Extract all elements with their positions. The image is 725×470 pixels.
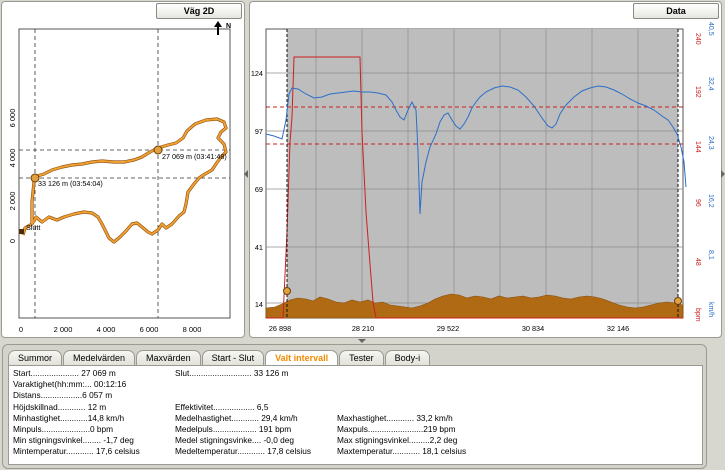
map-y-tick: 4 000 [8,149,17,168]
speed-axis-tick: 16,2 [707,194,714,208]
elevation-area [265,293,684,319]
map-x-tick: 2 000 [54,325,73,334]
map-panel-title: Väg 2D [156,3,242,19]
speed-axis-tick: 32,4 [707,77,714,91]
map-y-tick: 2 000 [8,192,17,211]
left-axis-tick: 124 [251,69,263,78]
data-x-tick: 26 898 [269,324,291,333]
finish-label: Slutt [26,223,40,232]
start-marker[interactable] [30,173,40,183]
stat-medel-stigning: Medel stigningsvinke.... -0,0 deg [175,435,294,445]
route-map[interactable]: N 6 000 4 000 2 000 0 0 2 000 4 000 6 00… [2,2,244,337]
tab-maxvarden[interactable]: Maxvärden [136,350,201,365]
data-chart[interactable]: 124 97 69 41 14 240 192 144 96 48 bpm 40… [250,2,721,337]
map-panel: Väg 2D N 6 000 4 000 2 000 0 0 2 000 4 0… [1,1,245,338]
bpm-axis-tick: 240 [694,33,701,45]
stat-distans: Distans..................6 057 m [13,390,113,400]
stat-maxhastighet: Maxhastighet............ 33,2 km/h [337,413,453,423]
map-guide-lines [19,29,230,318]
map-x-tick: 6 000 [140,325,159,334]
stat-minhastighet: Minhastighet............14,8 km/h [13,413,125,423]
left-axis-tick: 41 [255,243,263,252]
stat-maxpuls: Maxpuls........................219 bpm [337,424,456,434]
north-label: N [226,23,231,30]
speed-axis-tick: 40,5 [707,22,714,36]
speed-axis: 40,5 32,4 24,3 16,2 8,1 km/h [707,22,714,317]
stat-maxtemp: Maxtemperatur............ 18,1 celsius [337,446,467,456]
speed-axis-tick: 24,3 [707,136,714,150]
tab-body-i[interactable]: Body-i [384,350,431,365]
stat-min-stigning: Min stigningsvinkel........ -1,7 deg [13,435,134,445]
route-track [22,118,227,243]
stat-slut: Slut........................... 33 126 m [175,368,289,378]
stat-start: Start..................... 27 069 m [13,368,116,378]
bpm-axis-tick: 144 [694,141,701,153]
data-x-tick: 29 522 [437,324,459,333]
map-x-tick: 0 [19,325,23,334]
left-axis-tick: 97 [255,127,263,136]
data-x-tick: 32 146 [607,324,629,333]
speed-line [265,85,687,215]
bpm-axis-tick: 48 [694,258,701,266]
bpm-axis: 240 192 144 96 48 bpm [694,33,701,322]
stat-max-stigning: Max stigningsvinkel.........2,2 deg [337,435,458,445]
map-x-tick: 8 000 [183,325,202,334]
tab-valt-intervall[interactable]: Valt intervall [265,350,339,366]
speed-axis-tick: 8,1 [707,250,714,260]
tab-tester[interactable]: Tester [339,350,384,365]
interval-end-handle[interactable] [674,297,682,305]
interval-stats: Start..................... 27 069 m Slut… [8,365,703,465]
bpm-axis-unit: bpm [694,308,701,322]
data-x-tick: 30 834 [522,324,544,333]
right-splitter[interactable] [720,0,725,340]
map-y-tick: 6 000 [8,109,17,128]
bottom-splitter[interactable] [356,338,368,344]
stat-effektivitet: Effektivitet.................. 6,5 [175,402,269,412]
end-marker-label: 27 069 m (03:41:48) [162,152,227,161]
left-axis-tick: 69 [255,185,263,194]
interval-boundaries [286,29,679,318]
bpm-axis-tick: 192 [694,86,701,98]
stat-varaktighet: Varaktighet(hh:mm:... 00:12:16 [13,379,127,389]
tab-start-slut[interactable]: Start - Slut [201,350,265,365]
stat-mintemp: Mintemperatur............ 17,6 celsius [13,446,140,456]
interval-start-handle[interactable] [283,287,291,295]
stat-minpuls: Minpuls.....................0 bpm [13,424,114,434]
data-panel: Data [249,1,722,338]
start-marker-label: 33 126 m (03:54:04) [38,179,103,188]
stat-medelpuls: Medelpuls................... 191 bpm [175,424,292,434]
map-x-tick: 4 000 [97,325,116,334]
bpm-axis-tick: 96 [694,199,701,207]
data-panel-title: Data [633,3,719,19]
stat-medeltemp: Medeltemperatur............ 17,8 celsius [175,446,312,456]
details-panel: Summor Medelvärden Maxvärden Start - Slu… [2,344,707,469]
tab-summor[interactable]: Summor [8,350,63,365]
stat-medelhastighet: Medelhastighet............ 29,4 km/h [175,413,298,423]
end-marker[interactable] [153,145,163,155]
tab-medelvarden[interactable]: Medelvärden [63,350,136,365]
left-axis-tick: 14 [255,300,263,309]
details-tabs: Summor Medelvärden Maxvärden Start - Slu… [8,350,431,366]
finish-flag-icon [19,229,24,234]
map-y-tick: 0 [8,239,17,243]
left-splitter[interactable] [243,0,249,340]
north-arrow-icon [214,21,222,35]
selected-interval [287,29,678,318]
stat-hojdskillnad: Höjdskillnad............ 12 m [13,402,107,412]
data-x-tick: 28 210 [352,324,374,333]
speed-axis-unit: km/h [707,302,714,317]
map-plot-area [18,28,231,319]
